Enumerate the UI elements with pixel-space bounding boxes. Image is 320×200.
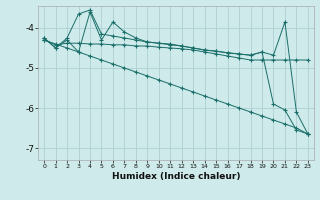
X-axis label: Humidex (Indice chaleur): Humidex (Indice chaleur) <box>112 172 240 181</box>
